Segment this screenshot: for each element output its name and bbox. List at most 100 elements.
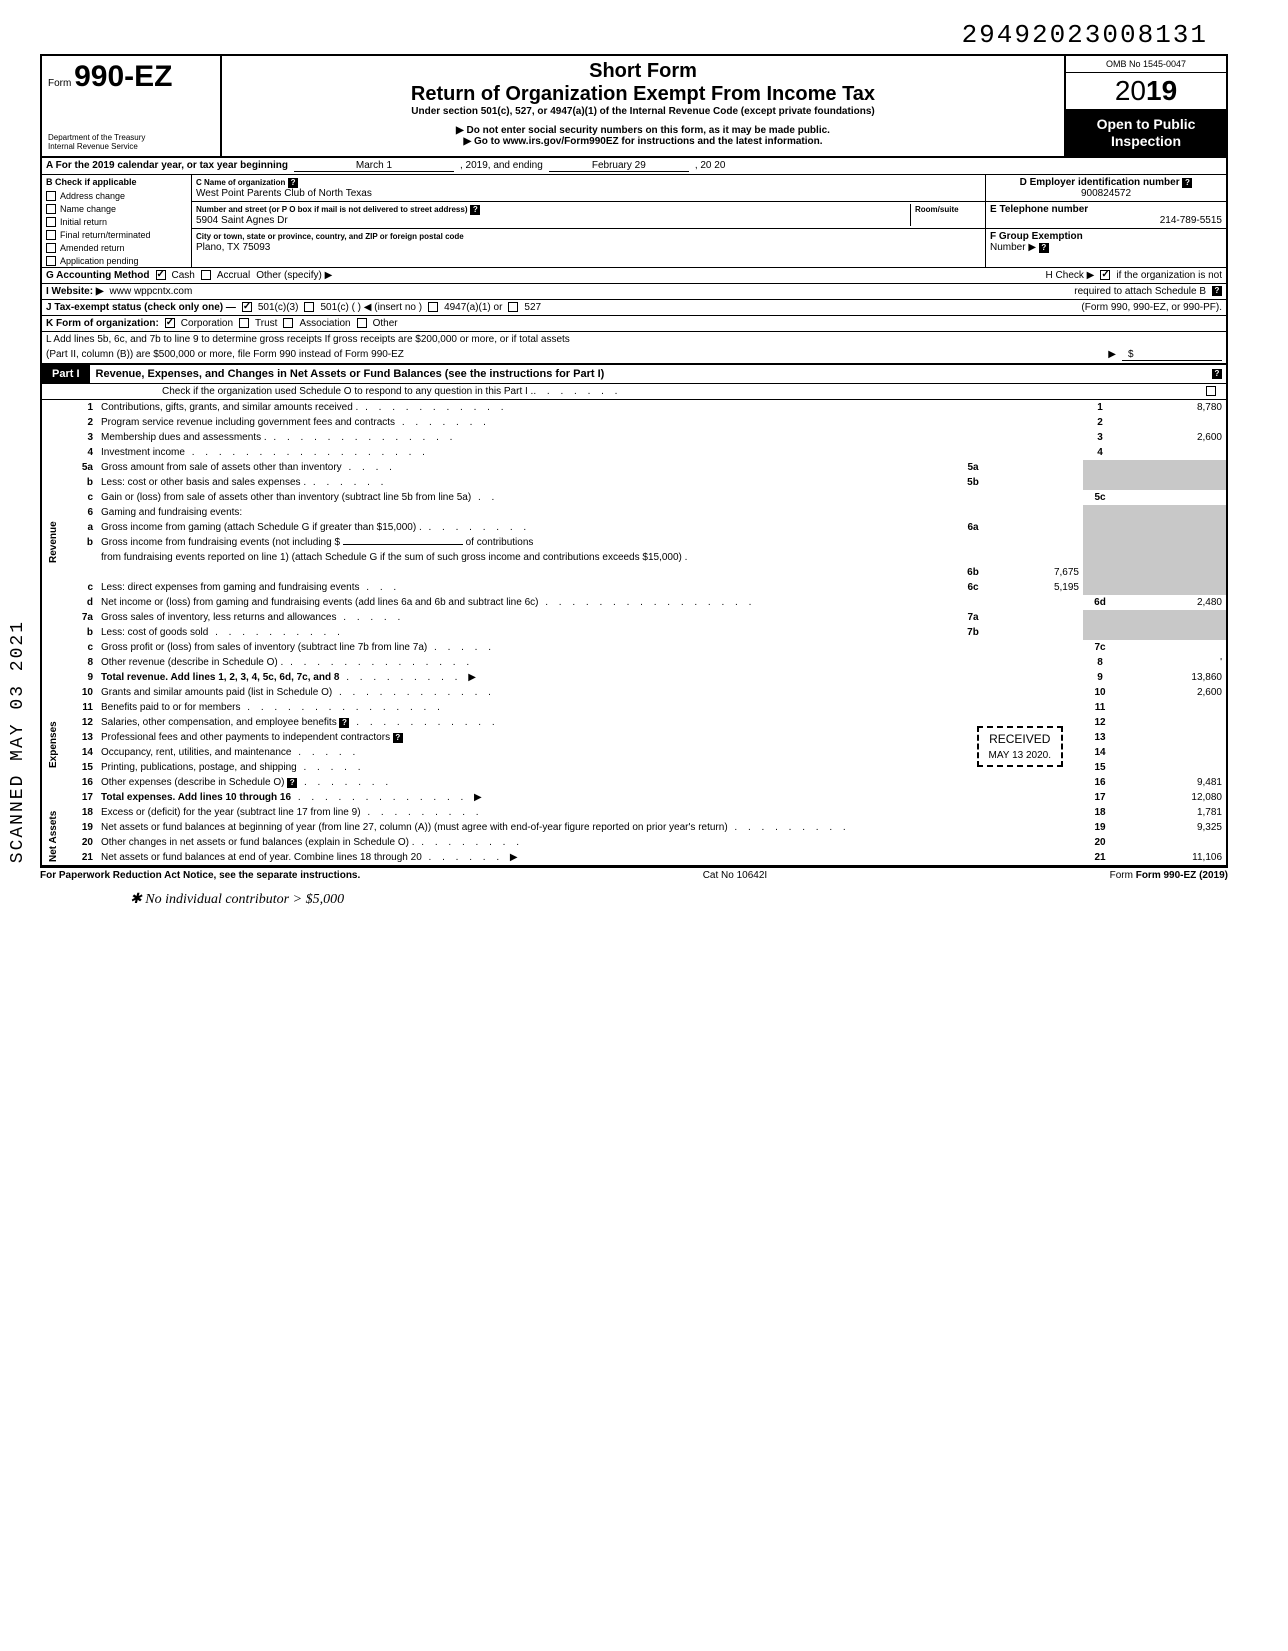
chk-name-change[interactable]: [46, 204, 56, 214]
row-15-val: [1117, 760, 1227, 775]
row-5c-desc: Gain or (loss) from sale of assets other…: [101, 492, 471, 503]
row-14-desc: Occupancy, rent, utilities, and maintena…: [101, 747, 291, 758]
ein-label: D Employer identification number: [1020, 177, 1180, 188]
lbl-name-change: Name change: [60, 204, 116, 214]
lbl-527: 527: [524, 302, 541, 313]
chk-schedule-o[interactable]: [1206, 386, 1216, 396]
row-14-val: [1117, 745, 1227, 760]
row-2-val: [1117, 415, 1227, 430]
row-17-val: 12,080: [1117, 790, 1227, 805]
chk-schedule-b[interactable]: [1100, 270, 1110, 280]
row-7c-val: [1117, 640, 1227, 655]
row-17-desc: Total expenses. Add lines 10 through 16: [101, 792, 291, 803]
row-a-tail: , 20 20: [695, 160, 726, 172]
chk-amended[interactable]: [46, 243, 56, 253]
help-icon: ?: [1182, 178, 1192, 188]
row-num: 1: [67, 400, 97, 415]
col-b-header: B Check if applicable: [42, 175, 191, 189]
chk-501c[interactable]: [304, 302, 314, 312]
room-label: Room/suite: [915, 205, 959, 214]
chk-501c3[interactable]: [242, 302, 252, 312]
help-icon: ?: [288, 178, 298, 188]
chk-final-return[interactable]: [46, 230, 56, 240]
side-net-assets: Net Assets: [41, 805, 67, 866]
title-return: Return of Organization Exempt From Incom…: [228, 83, 1058, 106]
dots: . . . . . . .: [533, 386, 1206, 397]
part-1-label: Part I: [42, 365, 90, 383]
chk-address-change[interactable]: [46, 191, 56, 201]
row-20-val: [1117, 835, 1227, 850]
row-3-val: 2,600: [1117, 430, 1227, 445]
street-address: 5904 Saint Agnes Dr: [196, 215, 288, 226]
row-6b-pre: Gross income from fundraising events (no…: [101, 537, 340, 548]
row-a-begin: March 1: [294, 160, 454, 172]
row-3-desc: Membership dues and assessments .: [101, 432, 267, 443]
line-h-3: required to attach Schedule B: [1074, 286, 1206, 297]
row-4-val: [1117, 445, 1227, 460]
row-6a-mval: [993, 520, 1083, 535]
row-10-val: 2,600: [1117, 685, 1227, 700]
help-icon: ?: [1212, 286, 1222, 296]
footer-right: Form Form 990-EZ (2019): [1110, 870, 1228, 881]
row-21-val: 11,106: [1117, 850, 1227, 866]
row-13-desc: Professional fees and other payments to …: [101, 732, 390, 743]
row-19-val: 9,325: [1117, 820, 1227, 835]
chk-initial-return[interactable]: [46, 217, 56, 227]
footer-mid: Cat No 10642I: [703, 870, 768, 881]
row-16-val: 9,481: [1117, 775, 1227, 790]
ein-value: 900824572: [1081, 188, 1131, 199]
row-a-label: A For the 2019 calendar year, or tax yea…: [46, 160, 288, 172]
line-h-2: if the organization is not: [1116, 270, 1222, 281]
help-icon: ?: [470, 205, 480, 215]
row-19-desc: Net assets or fund balances at beginning…: [101, 822, 728, 833]
title-short-form: Short Form: [228, 60, 1058, 83]
row-a-mid: , 2019, and ending: [460, 160, 543, 172]
row-5b-mval: [993, 475, 1083, 490]
lbl-initial-return: Initial return: [60, 217, 107, 227]
org-name-label: C Name of organization: [196, 178, 285, 187]
lbl-association: Association: [299, 318, 350, 329]
row-16-desc: Other expenses (describe in Schedule O): [101, 777, 284, 788]
row-18-val: 1,781: [1117, 805, 1227, 820]
row-6c-mval: 5,195: [993, 580, 1083, 595]
chk-corporation[interactable]: [165, 318, 175, 328]
note-url: ▶ Go to www.irs.gov/Form990EZ for instru…: [228, 136, 1058, 147]
form-header: Form 990-EZ Department of the Treasury I…: [40, 54, 1228, 158]
chk-527[interactable]: [508, 302, 518, 312]
row-6b-mval: 7,675: [993, 565, 1083, 580]
row-6d-desc: Net income or (loss) from gaming and fun…: [101, 597, 538, 608]
line-k-label: K Form of organization:: [46, 318, 159, 329]
open-public-2: Inspection: [1068, 133, 1224, 150]
row-5a-mval: [993, 460, 1083, 475]
line-h-1: H Check ▶: [1046, 270, 1095, 281]
line-l-dollar: $: [1122, 349, 1222, 361]
chk-accrual[interactable]: [201, 270, 211, 280]
row-1-desc: Contributions, gifts, grants, and simila…: [101, 402, 358, 413]
row-11-val: [1117, 700, 1227, 715]
group-exemption-label: F Group Exemption: [990, 231, 1083, 242]
lbl-accrual: Accrual: [217, 270, 250, 281]
chk-4947[interactable]: [428, 302, 438, 312]
group-number-label: Number ▶: [990, 242, 1036, 253]
row-6a-desc: Gross income from gaming (attach Schedul…: [101, 522, 422, 533]
row-a-end: February 29: [549, 160, 689, 172]
row-6d-val: 2,480: [1117, 595, 1227, 610]
row-11-desc: Benefits paid to or for members: [101, 702, 241, 713]
row-a-tax-year: A For the 2019 calendar year, or tax yea…: [40, 158, 1228, 175]
chk-association[interactable]: [283, 318, 293, 328]
chk-other-org[interactable]: [357, 318, 367, 328]
line-l-1: L Add lines 5b, 6c, and 7b to line 9 to …: [46, 334, 570, 345]
lbl-other-specify: Other (specify) ▶: [256, 270, 332, 281]
line-h-4: (Form 990, 990-EZ, or 990-PF).: [1081, 302, 1222, 313]
row-5a-desc: Gross amount from sale of assets other t…: [101, 462, 342, 473]
omb-number: OMB No 1545-0047: [1066, 56, 1226, 73]
scanned-stamp: SCANNED MAY 03 2021: [8, 620, 28, 863]
chk-cash[interactable]: [156, 270, 166, 280]
row-18-desc: Excess or (deficit) for the year (subtra…: [101, 807, 361, 818]
line-l-2: (Part II, column (B)) are $500,000 or mo…: [46, 349, 404, 360]
line-l-arrow: ▶: [1108, 349, 1116, 360]
chk-app-pending[interactable]: [46, 256, 56, 266]
chk-trust[interactable]: [239, 318, 249, 328]
website-value: www wppcntx.com: [110, 286, 193, 297]
org-name: West Point Parents Club of North Texas: [196, 188, 372, 199]
